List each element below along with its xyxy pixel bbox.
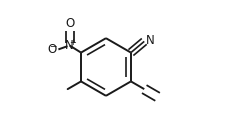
Text: O: O [47, 43, 56, 56]
Text: N: N [145, 34, 154, 47]
Text: N: N [65, 39, 74, 52]
Text: +: + [69, 38, 76, 47]
Text: −: − [49, 42, 57, 51]
Text: O: O [65, 17, 75, 30]
